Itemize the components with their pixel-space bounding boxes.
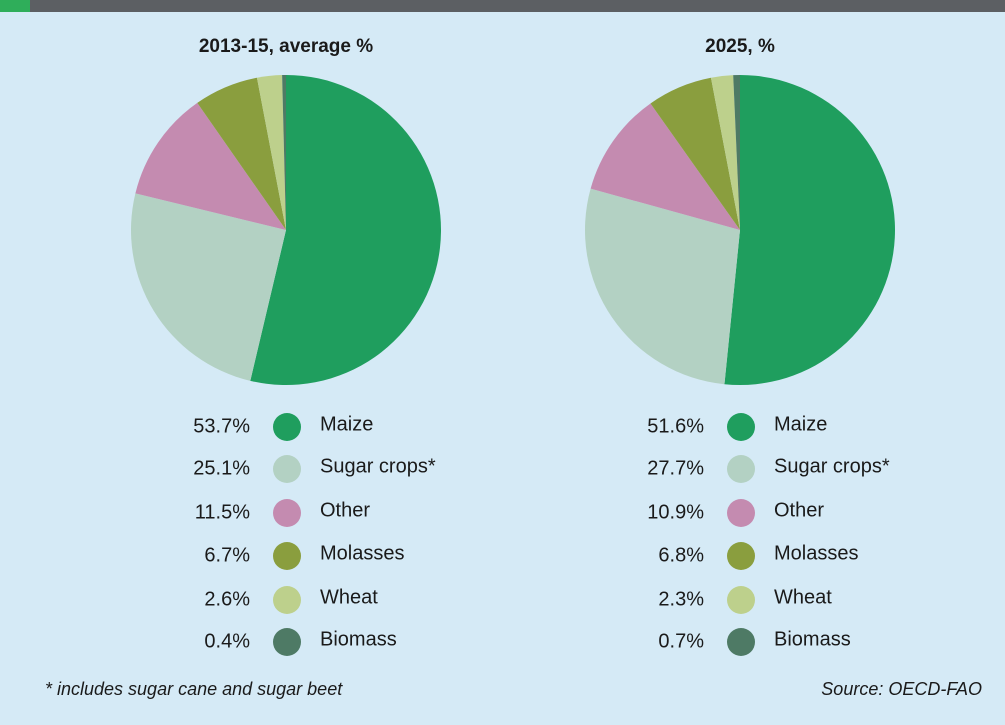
legend-swatch (273, 455, 301, 483)
value-label: 2.6% (204, 588, 250, 610)
legend-label: Molasses (774, 542, 858, 564)
chart-title: 2025, % (705, 36, 775, 57)
legend-label: Maize (320, 413, 373, 435)
legend-label: Other (774, 499, 824, 521)
legend-label: Biomass (320, 628, 397, 650)
value-label: 2.3% (658, 588, 704, 610)
value-label: 6.8% (658, 544, 704, 566)
legend-label: Molasses (320, 542, 404, 564)
value-label: 0.4% (204, 630, 250, 652)
pie-slice (282, 75, 286, 230)
pie-slice (650, 77, 740, 230)
legend-swatch (727, 586, 755, 614)
pie-slice (590, 103, 740, 230)
legend-label: Wheat (320, 586, 378, 608)
pie-slice (584, 188, 740, 385)
pie-slice (710, 75, 740, 230)
legend-label: Sugar crops* (320, 455, 436, 477)
legend-swatch (727, 455, 755, 483)
value-label: 11.5% (195, 501, 250, 523)
pie-slice (724, 75, 895, 386)
pie-slice (135, 102, 286, 230)
legend-label: Sugar crops* (774, 455, 890, 477)
chart-title: 2013-15, average % (199, 36, 373, 57)
legend-swatch (273, 413, 301, 441)
legend-swatch (727, 542, 755, 570)
legend-swatch (273, 499, 301, 527)
legend-label: Biomass (774, 628, 851, 650)
pie-slice (733, 75, 740, 230)
value-label: 53.7% (193, 415, 250, 437)
source: Source: OECD-FAO (821, 679, 982, 699)
legend-label: Maize (774, 413, 827, 435)
legend-swatch (727, 499, 755, 527)
legend-swatch (727, 628, 755, 656)
value-label: 27.7% (647, 457, 704, 479)
legend-label: Wheat (774, 586, 832, 608)
footnote: * includes sugar cane and sugar beet (45, 679, 343, 699)
top-bar (0, 0, 1005, 12)
pie-slice (250, 75, 441, 385)
pie-slice (256, 75, 286, 230)
legend-swatch (273, 542, 301, 570)
value-label: 25.1% (193, 457, 250, 479)
pie-slice (197, 77, 286, 230)
value-label: 51.6% (647, 415, 704, 437)
legend-swatch (273, 628, 301, 656)
value-label: 0.7% (658, 630, 704, 652)
value-label: 6.7% (204, 544, 250, 566)
legend-swatch (273, 586, 301, 614)
pie-slice (130, 193, 286, 381)
legend-swatch (727, 413, 755, 441)
value-label: 10.9% (647, 501, 704, 523)
legend-label: Other (320, 499, 370, 521)
top-accent (0, 0, 30, 12)
